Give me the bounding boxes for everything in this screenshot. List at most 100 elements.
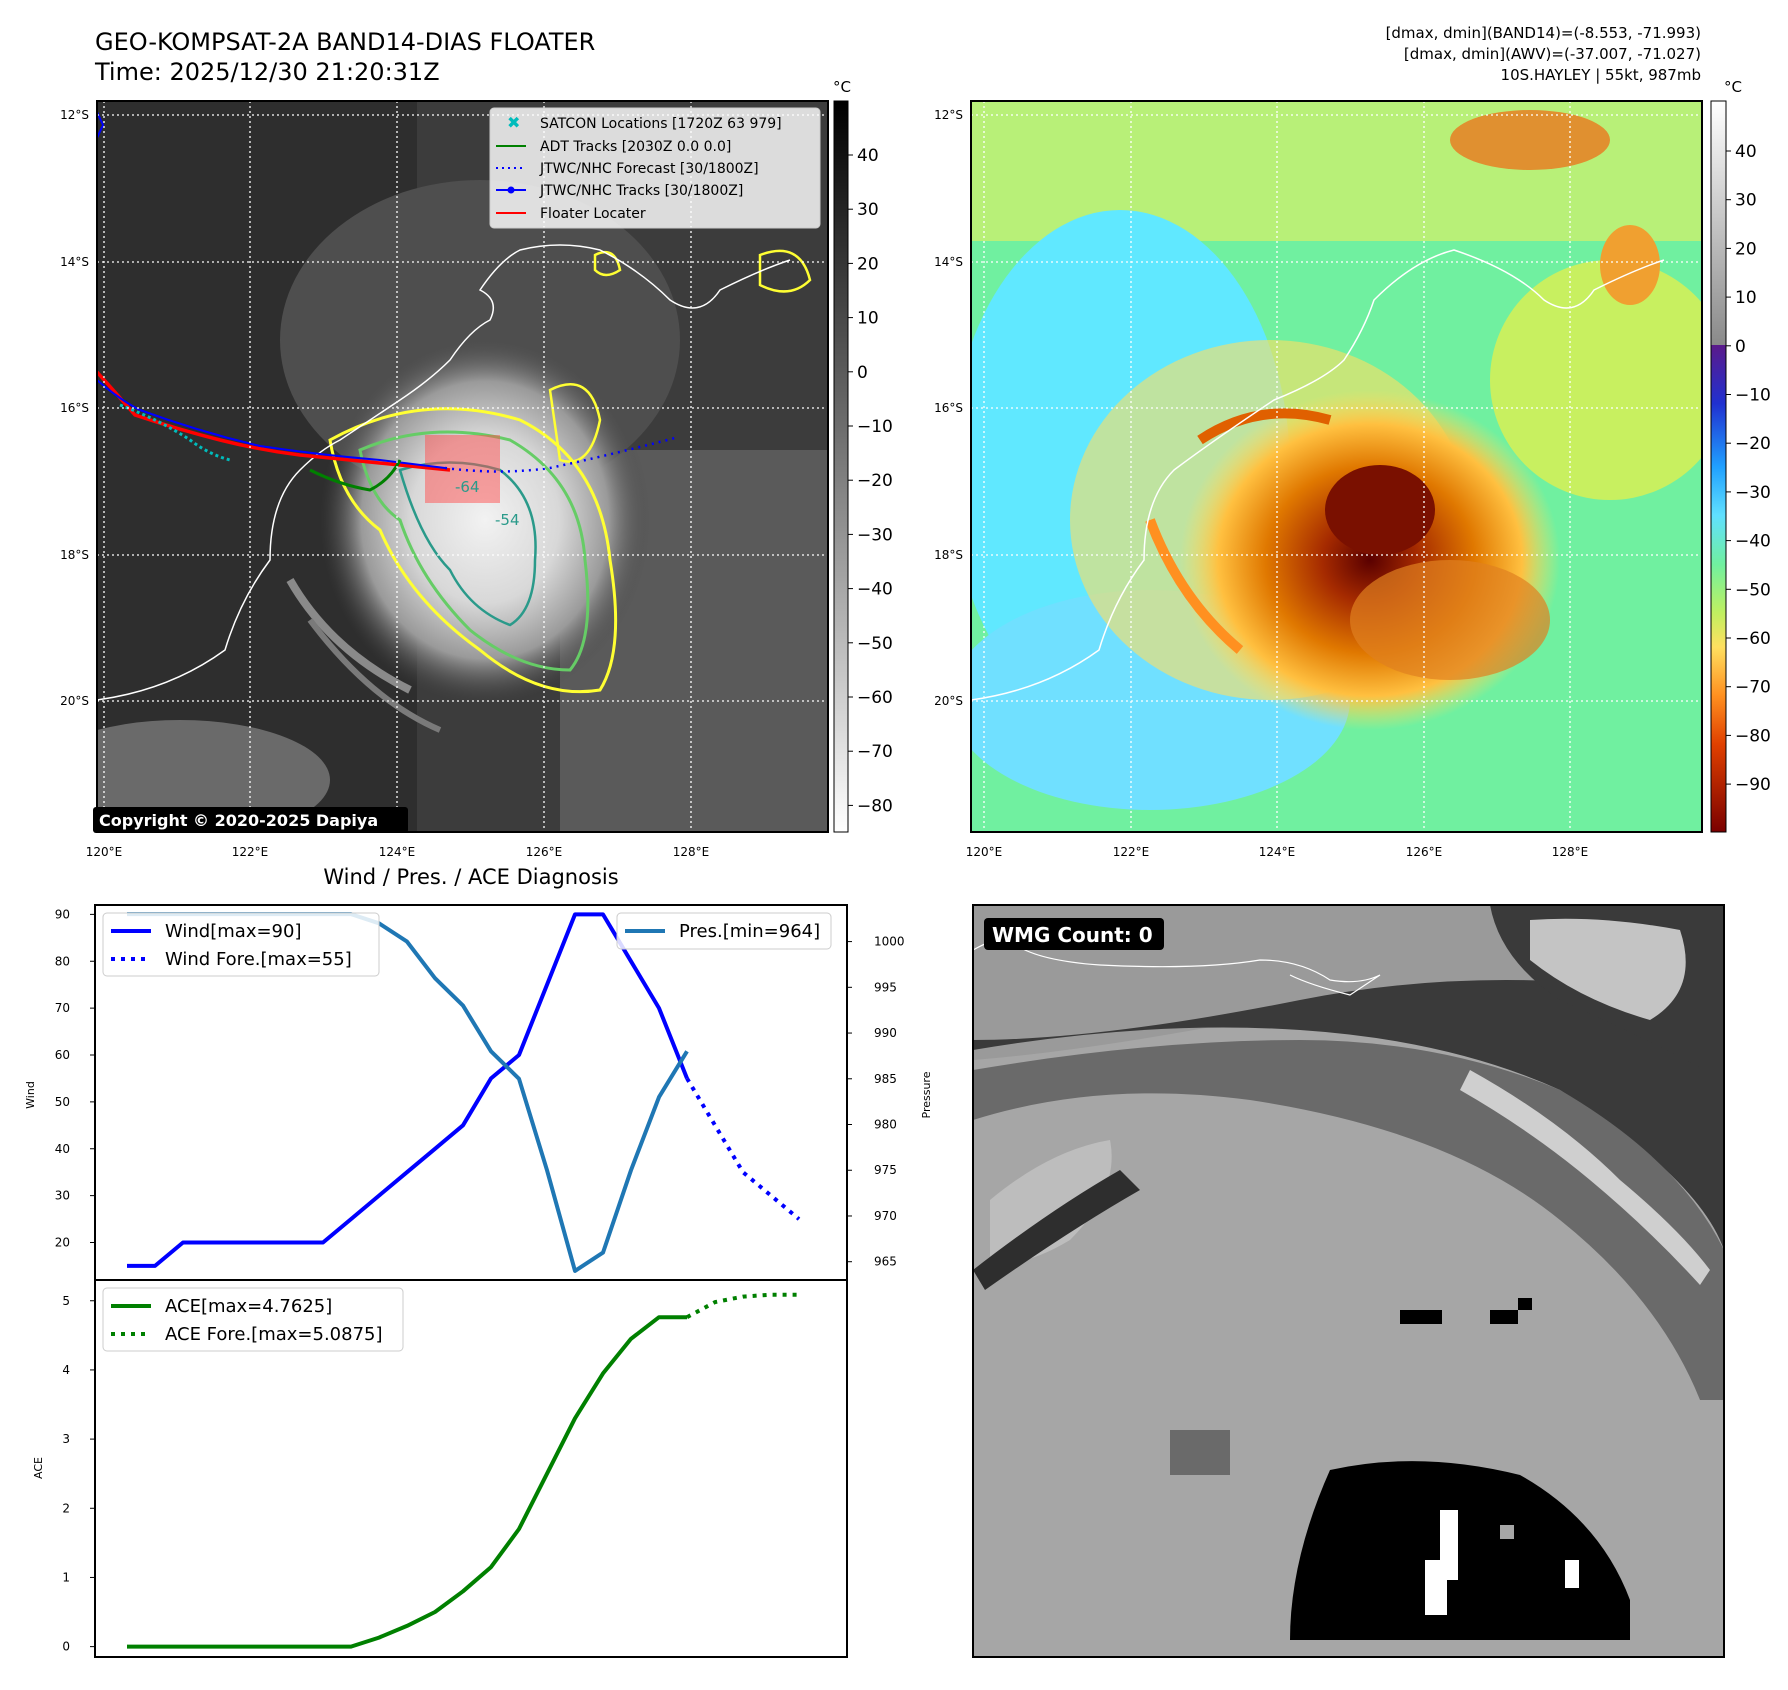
ir-map-lat-label: 20°S — [60, 694, 89, 708]
contour-label-2: -54 — [495, 511, 520, 529]
ace-ytick-label: 5 — [62, 1294, 70, 1308]
wind-ytick-label: 80 — [55, 954, 70, 968]
diagnosis-title: Wind / Pres. / ACE Diagnosis — [323, 865, 618, 889]
figure-title: GEO-KOMPSAT-2A BAND14-DIAS FLOATER — [95, 28, 595, 56]
ace-series-ace-max — [127, 1315, 687, 1649]
ir-map-lat-label: 14°S — [60, 255, 89, 269]
stats-awv: [dmax, dmin](AWV)=(-37.007, -71.027) — [1404, 45, 1701, 63]
gray-colorbar-tick-label: −60 — [857, 688, 893, 708]
color-colorbar-tick-label: −20 — [1735, 434, 1771, 454]
wind-axis-label: Wind — [24, 1081, 37, 1109]
ir-map-panel: -64 -54 Copyright © 2020-2025 Dapiya — [60, 100, 829, 859]
wind-ytick-right-label: 980 — [874, 1118, 897, 1132]
ace-ytick-label: 3 — [62, 1432, 70, 1446]
gray-colorbar-tick-label: 0 — [857, 363, 868, 383]
color-colorbar-tick-label: 40 — [1735, 142, 1757, 162]
gray-colorbar-tick-label: −80 — [857, 796, 893, 816]
wind-ytick-label: 50 — [55, 1095, 70, 1109]
legend-jtwc-tracks: JTWC/NHC Tracks [30/1800Z] — [539, 183, 743, 199]
wind-ytick-label: 60 — [55, 1048, 70, 1062]
satcon-marker-icon: ✖ — [507, 113, 520, 132]
color-map-lat-label: 12°S — [934, 108, 963, 122]
wind-ytick-right-label: 965 — [874, 1255, 897, 1269]
color-colorbar-tick-label: −60 — [1735, 629, 1771, 649]
wind-ytick-label: 70 — [55, 1001, 70, 1015]
ir-map-lon-label: 126°E — [526, 845, 563, 859]
color-map-lon-label: 126°E — [1406, 845, 1443, 859]
legend-wind: Wind[max=90] — [165, 921, 302, 942]
ace-ytick-label: 2 — [62, 1501, 70, 1515]
color-map-lon-label: 122°E — [1113, 845, 1150, 859]
color-colorbar-tick-label: −70 — [1735, 678, 1771, 698]
gray-colorbar-tick-label: 40 — [857, 146, 879, 166]
ace-ytick-label: 0 — [62, 1640, 70, 1654]
legend-floater: Floater Locater — [540, 206, 646, 222]
wmg-count: WMG Count: 0 — [992, 923, 1153, 947]
color-colorbar: °C 40 30 20 10 0 −10 −20 −30 −40 −50 −60 −70 −80 −90 — [1710, 78, 1771, 833]
legend-ace-fore: ACE Fore.[max=5.0875] — [165, 1324, 383, 1345]
wind-ytick-right-label: 990 — [874, 1026, 897, 1040]
color-colorbar-tick-label: −90 — [1735, 775, 1771, 795]
gray-colorbar-tick-label: −20 — [857, 471, 893, 491]
wind-ytick-right-label: 970 — [874, 1209, 897, 1223]
color-colorbar-tick-label: −80 — [1735, 726, 1771, 746]
ir-map-lon-label: 124°E — [379, 845, 416, 859]
color-colorbar-tick-label: −50 — [1735, 580, 1771, 600]
wind-ytick-label: 40 — [55, 1142, 70, 1156]
gray-colorbar-tick-label: 20 — [857, 254, 879, 274]
legend-adt: ADT Tracks [2030Z 0.0 0.0] — [540, 139, 731, 155]
ir-map-lon-label: 122°E — [232, 845, 269, 859]
color-colorbar-tick-label: 10 — [1735, 288, 1757, 308]
gray-colorbar-tick-label: 10 — [857, 309, 879, 329]
wind-ytick-right-label: 975 — [874, 1163, 897, 1177]
wind-pressure-chart: 20 30 40 50 60 70 80 90 965 970 975 980 985 990 995 100… — [24, 904, 933, 1281]
wind-ytick-right-label: 985 — [874, 1072, 897, 1086]
color-map-lat-label: 18°S — [934, 548, 963, 562]
pressure-legend: Pres.[min=964] — [616, 912, 832, 950]
legend-satcon: SATCON Locations [1720Z 63 979] — [540, 116, 782, 132]
pressure-axis-label: Pressure — [920, 1071, 933, 1118]
wind-series-wind-max — [127, 912, 689, 1268]
ace-legend: ACE[max=4.7625] ACE Fore.[max=5.0875] — [102, 1287, 404, 1352]
copyright: Copyright © 2020-2025 Dapiya — [99, 811, 378, 830]
ace-axis-label: ACE — [32, 1457, 45, 1479]
storm-info: 10S.HAYLEY | 55kt, 987mb — [1501, 66, 1701, 84]
gray-colorbar: °C 40 30 20 10 0 −10 −20 −30 −40 −50 −60 −70 −80 — [833, 78, 893, 833]
gray-colorbar-tick-label: −50 — [857, 634, 893, 654]
ir-map-lon-label: 120°E — [86, 845, 123, 859]
ir-map-lat-label: 12°S — [60, 108, 89, 122]
ace-series-ace-fore-max — [686, 1292, 799, 1319]
color-map-lat-label: 16°S — [934, 401, 963, 415]
stats-band14: [dmax, dmin](BAND14)=(-8.553, -71.993) — [1386, 24, 1701, 42]
gray-colorbar-tick-label: −70 — [857, 742, 893, 762]
color-map-lon-label: 124°E — [1259, 845, 1296, 859]
figure-time: Time: 2025/12/30 21:20:31Z — [94, 58, 440, 86]
gray-colorbar-unit: °C — [833, 78, 851, 96]
ir-map-lon-label: 128°E — [673, 845, 710, 859]
gray-colorbar-tick-label: −40 — [857, 580, 893, 600]
wind-legend: Wind[max=90] Wind Fore.[max=55] — [102, 912, 380, 977]
ace-ytick-label: 1 — [62, 1570, 70, 1584]
color-colorbar-unit: °C — [1724, 78, 1742, 96]
contour-label-1: -64 — [455, 478, 480, 496]
color-colorbar-tick-label: −40 — [1735, 532, 1771, 552]
color-colorbar-tick-label: 30 — [1735, 191, 1757, 211]
ir-map-lat-label: 18°S — [60, 548, 89, 562]
map-legend: ✖ SATCON Locations [1720Z 63 979] ADT Tr… — [489, 107, 821, 229]
legend-wind-fore: Wind Fore.[max=55] — [165, 949, 352, 970]
gray-colorbar-tick-label: −10 — [857, 417, 893, 437]
color-map-lon-label: 120°E — [966, 845, 1003, 859]
legend-jtwc-forecast: JTWC/NHC Forecast [30/1800Z] — [539, 161, 759, 177]
color-colorbar-tick-label: −30 — [1735, 483, 1771, 503]
color-map-lon-label: 128°E — [1552, 845, 1589, 859]
color-map-lat-label: 20°S — [934, 694, 963, 708]
wind-ytick-label: 90 — [55, 907, 70, 921]
wind-ytick-label: 20 — [55, 1236, 70, 1250]
gray-colorbar-tick-label: −30 — [857, 525, 893, 545]
ace-chart: 0 1 2 3 4 5 ACE ACE[max=4.7625] ACE Fore.[max… — [32, 1279, 848, 1658]
color-colorbar-tick-label: −10 — [1735, 386, 1771, 406]
wind-ytick-right-label: 1000 — [874, 935, 905, 949]
ace-ytick-label: 4 — [62, 1363, 70, 1377]
color-ir-map-panel: 12°S 14°S 16°S 18°S 20°S 120°E 122°E 124°E 126°E… — [934, 100, 1703, 859]
